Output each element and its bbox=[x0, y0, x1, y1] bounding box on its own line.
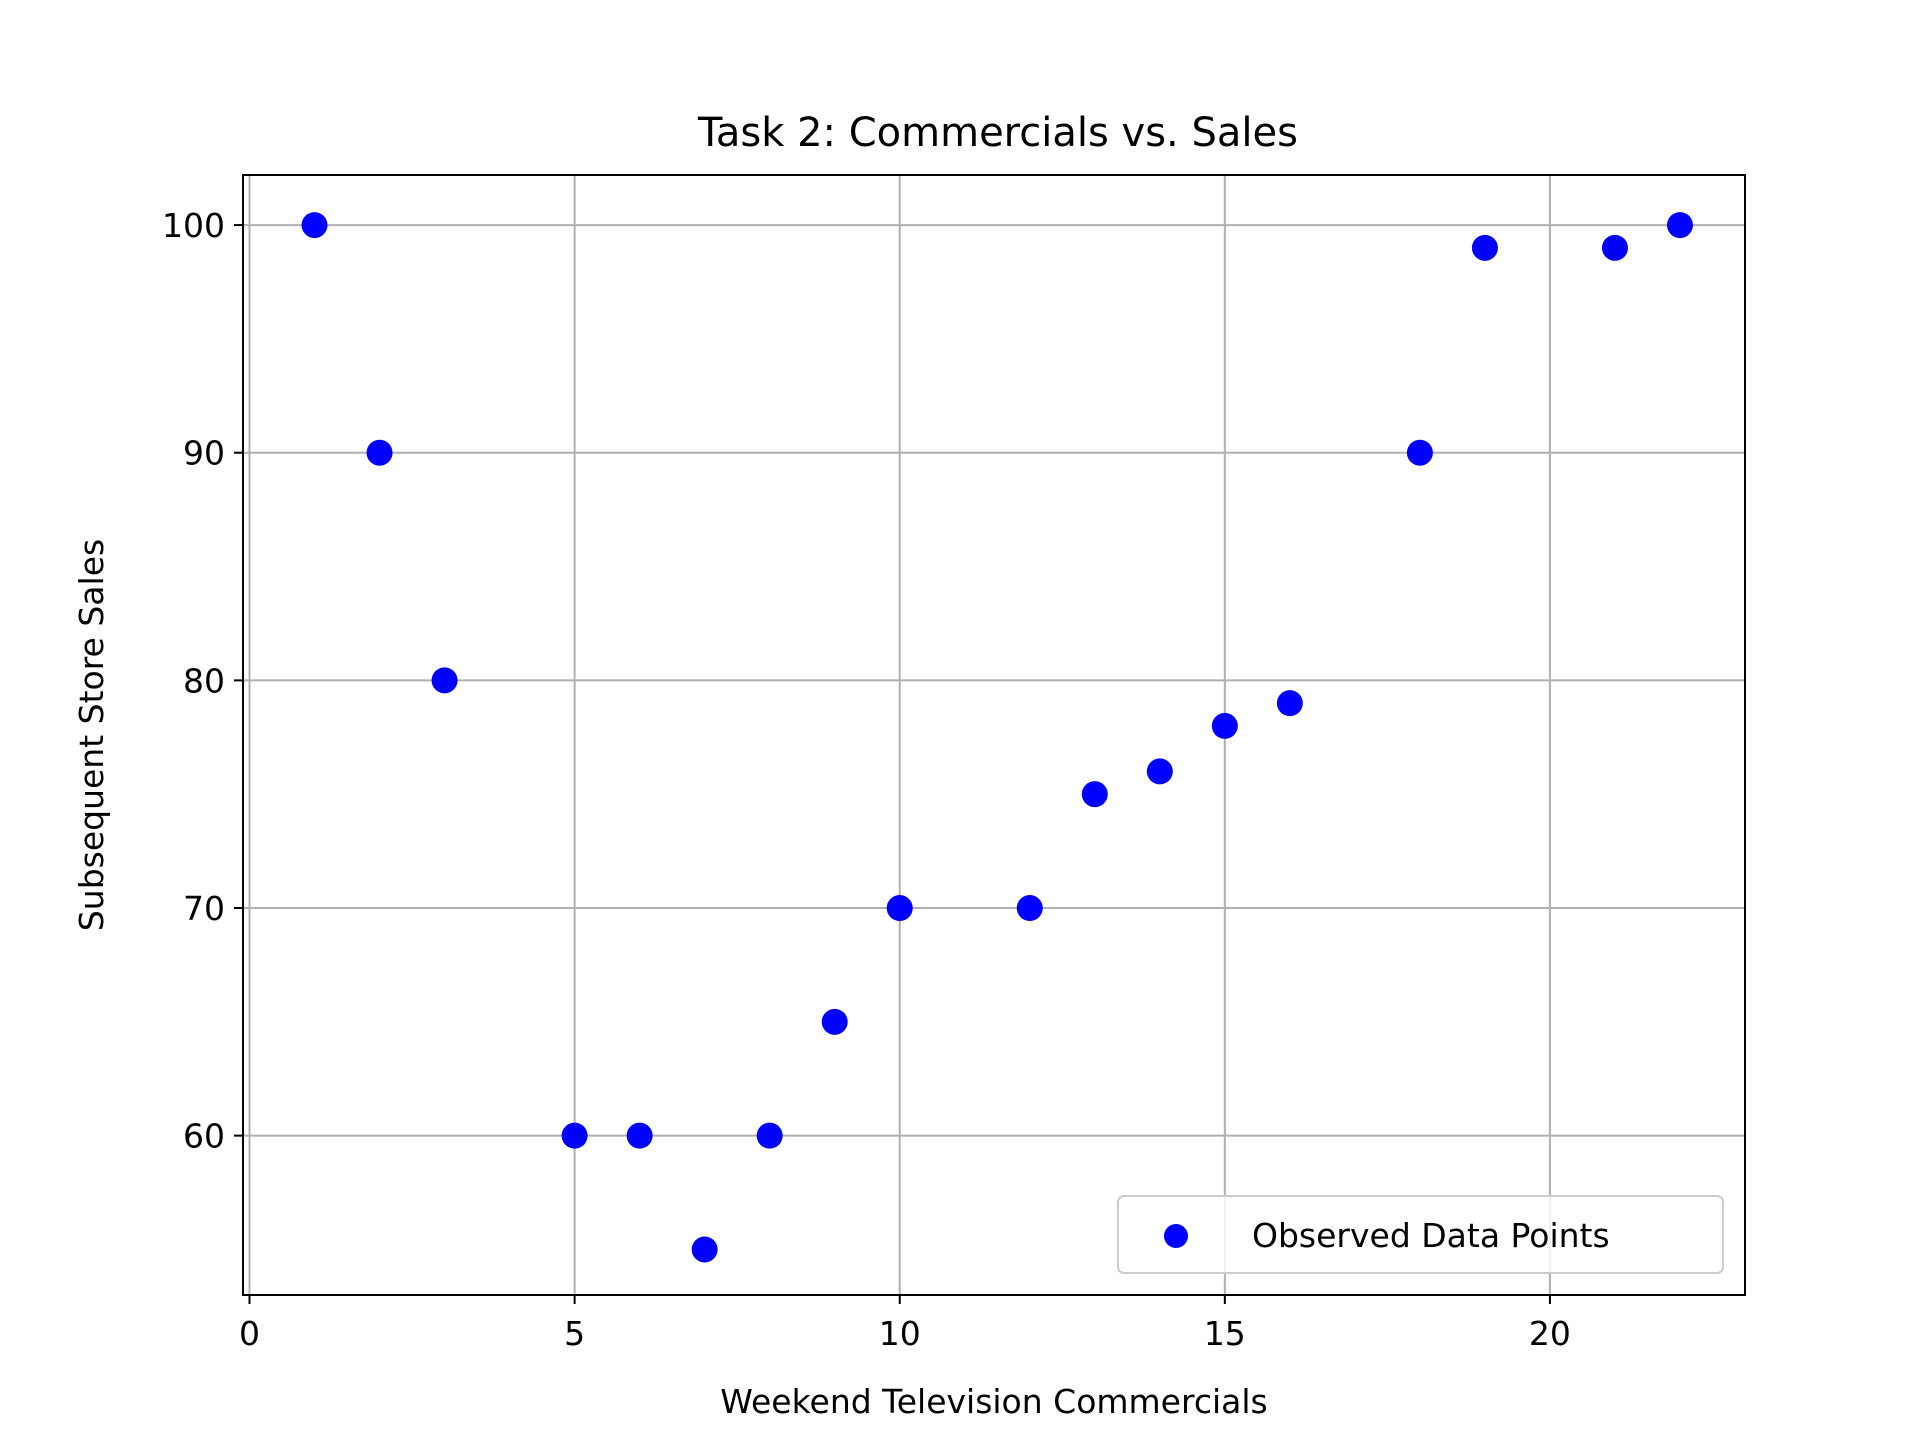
data-point bbox=[756, 1122, 783, 1149]
data-point bbox=[1016, 895, 1043, 922]
legend: Observed Data Points bbox=[1117, 1195, 1724, 1274]
y-tick-label: 100 bbox=[162, 206, 225, 245]
data-point bbox=[1406, 439, 1433, 466]
legend-box bbox=[1117, 1195, 1724, 1274]
data-point bbox=[886, 895, 913, 922]
x-tick-label: 5 bbox=[564, 1314, 585, 1353]
x-axis-label: Weekend Television Commercials bbox=[720, 1382, 1267, 1421]
data-point bbox=[1276, 690, 1303, 717]
data-point bbox=[691, 1236, 718, 1263]
legend-label: Observed Data Points bbox=[1252, 1216, 1610, 1255]
data-point bbox=[821, 1008, 848, 1035]
data-point bbox=[301, 212, 328, 239]
grid bbox=[243, 175, 1745, 1295]
y-tick-label: 70 bbox=[183, 889, 225, 928]
plot-frame bbox=[242, 174, 1746, 1296]
y-tick-label: 80 bbox=[183, 661, 225, 700]
y-tick-label: 90 bbox=[183, 434, 225, 473]
data-point bbox=[366, 439, 393, 466]
x-tick-label: 0 bbox=[239, 1314, 260, 1353]
y-tick-label: 60 bbox=[183, 1117, 225, 1156]
data-point bbox=[626, 1122, 653, 1149]
data-point bbox=[431, 667, 458, 694]
axis-ticks: 0 5 10 15 20 60 70 80 90 100 bbox=[162, 206, 1571, 1353]
data-point bbox=[1601, 234, 1628, 261]
data-point bbox=[1471, 234, 1498, 261]
x-tick-label: 10 bbox=[879, 1314, 921, 1353]
legend-marker bbox=[1164, 1224, 1188, 1248]
data-point bbox=[561, 1122, 588, 1149]
data-point bbox=[1081, 781, 1108, 808]
data-point bbox=[1211, 712, 1238, 739]
data-points bbox=[301, 212, 1693, 1263]
chart-title: Task 2: Commercials vs. Sales bbox=[697, 110, 1298, 156]
data-point bbox=[1146, 758, 1173, 785]
y-axis-label: Subsequent Store Sales bbox=[72, 539, 111, 931]
x-tick-label: 15 bbox=[1204, 1314, 1246, 1353]
data-point bbox=[1666, 212, 1693, 239]
x-tick-label: 20 bbox=[1529, 1314, 1571, 1353]
